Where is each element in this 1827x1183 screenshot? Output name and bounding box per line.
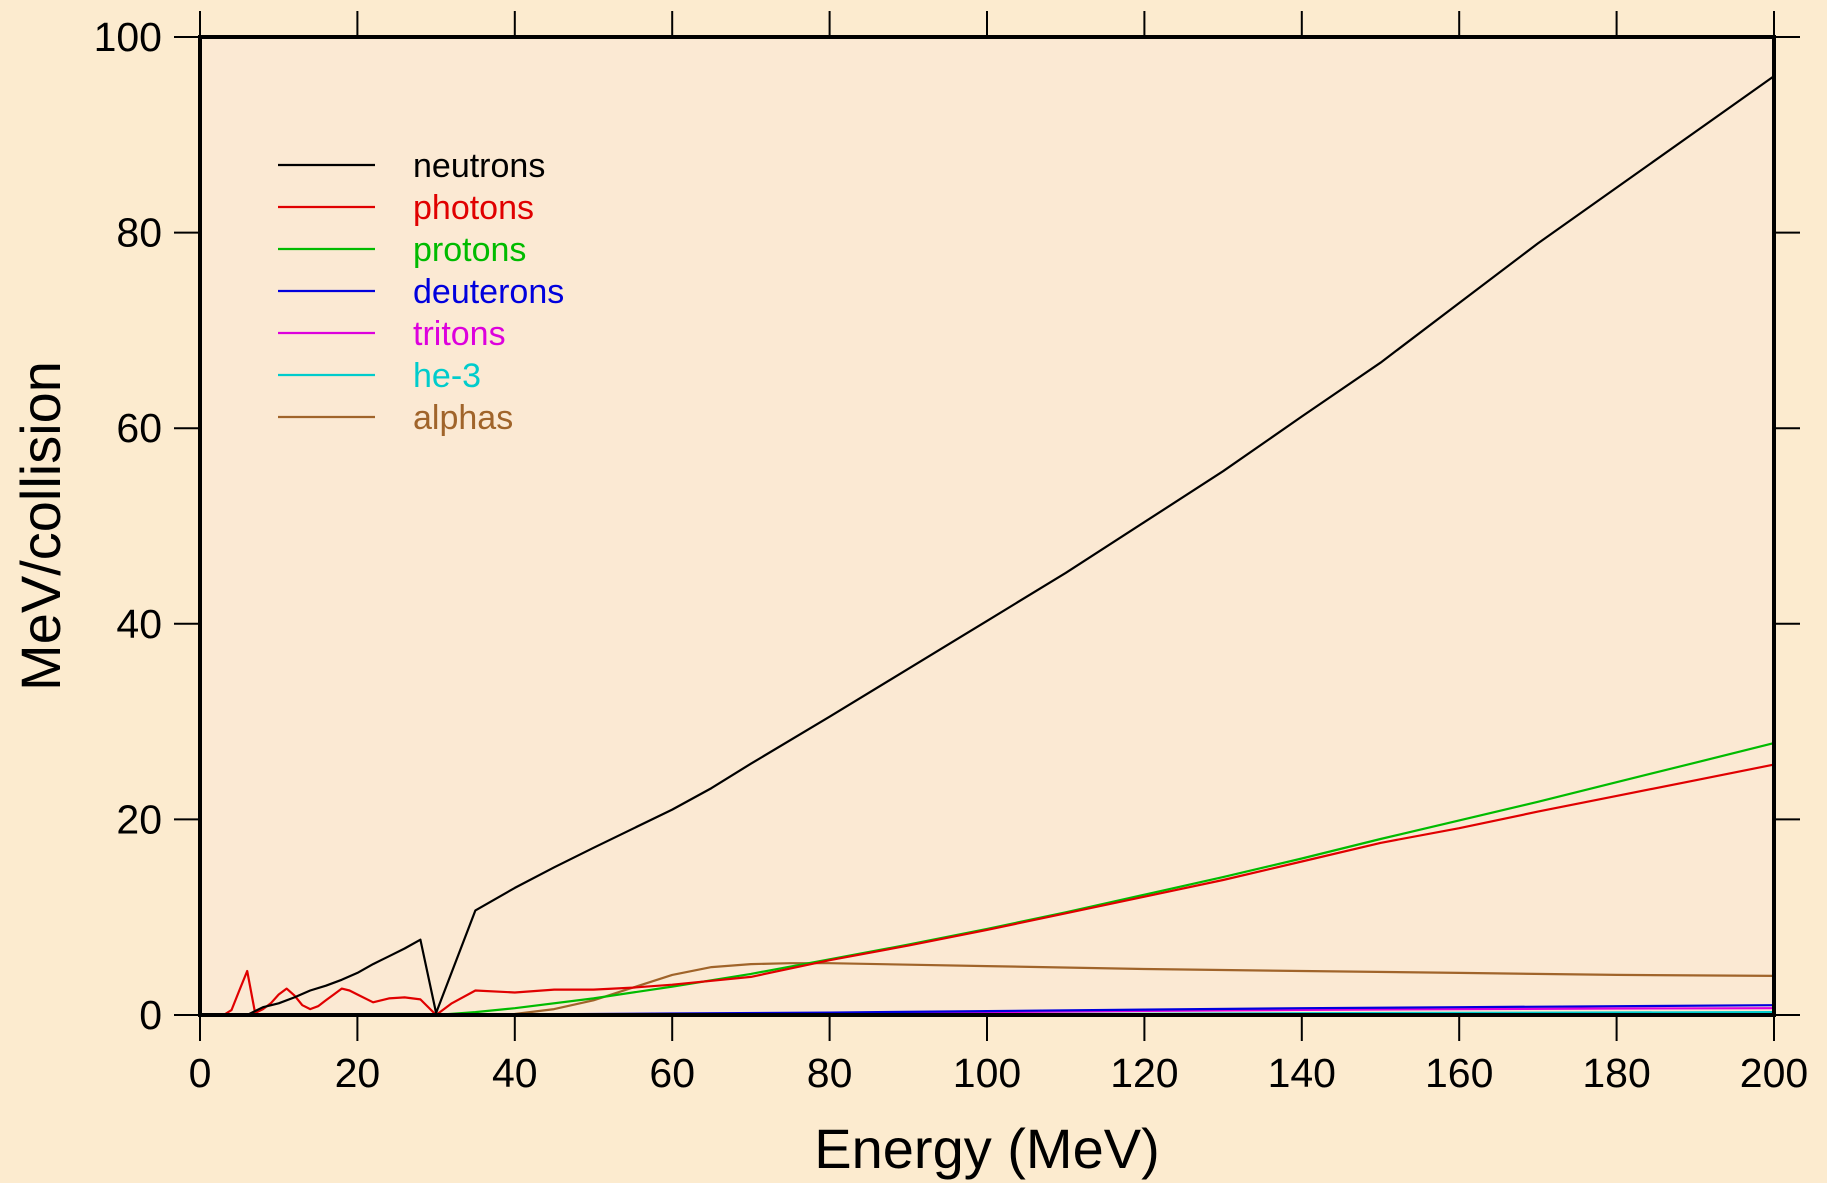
x-tick-label: 140 (1268, 1050, 1336, 1096)
legend-label-alphas: alphas (413, 399, 513, 437)
legend-label-neutrons: neutrons (413, 147, 545, 185)
y-tick-label: 80 (116, 210, 162, 256)
x-axis-title: Energy (MeV) (814, 1117, 1159, 1180)
x-tick-label: 40 (492, 1050, 538, 1096)
legend-label-he-3: he-3 (413, 357, 481, 395)
x-tick-label: 100 (953, 1050, 1021, 1096)
legend: neutrons photons protons deuterons tritons he… (278, 147, 564, 437)
plot-area (200, 37, 1774, 1015)
legend-label-tritons: tritons (413, 315, 506, 353)
y-tick-label: 100 (94, 14, 162, 60)
x-tick-label: 160 (1425, 1050, 1493, 1096)
x-tick-label: 0 (189, 1050, 212, 1096)
x-tick-label: 20 (335, 1050, 381, 1096)
y-tick-label: 40 (116, 601, 162, 647)
x-tick-label: 180 (1582, 1050, 1650, 1096)
x-tick-label: 200 (1740, 1050, 1808, 1096)
legend-label-photons: photons (413, 189, 534, 227)
legend-label-deuterons: deuterons (413, 273, 564, 311)
ticks-layer: 0 20 40 60 80 100 120 140 160 180 200 0 20 40 60 80 100 (94, 11, 1808, 1096)
series-line-neutrons (200, 75, 1775, 1017)
y-tick-label: 60 (116, 405, 162, 451)
legend-label-protons: protons (413, 231, 526, 269)
y-axis-title: MeV/collision (9, 361, 72, 691)
x-tick-label: 60 (649, 1050, 695, 1096)
x-tick-label: 120 (1110, 1050, 1178, 1096)
x-tick-label: 80 (807, 1050, 853, 1096)
y-tick-label: 20 (116, 796, 162, 842)
y-tick-label: 0 (139, 992, 162, 1038)
